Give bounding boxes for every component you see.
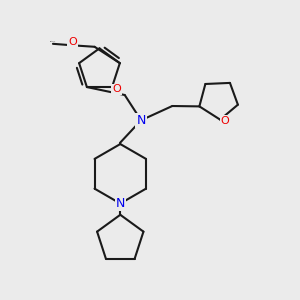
Text: methoxy: methoxy xyxy=(50,41,56,42)
Text: O: O xyxy=(220,116,229,126)
Text: N: N xyxy=(116,197,125,210)
Text: O: O xyxy=(112,84,121,94)
Text: O: O xyxy=(68,37,76,47)
Text: N: N xyxy=(136,114,146,127)
